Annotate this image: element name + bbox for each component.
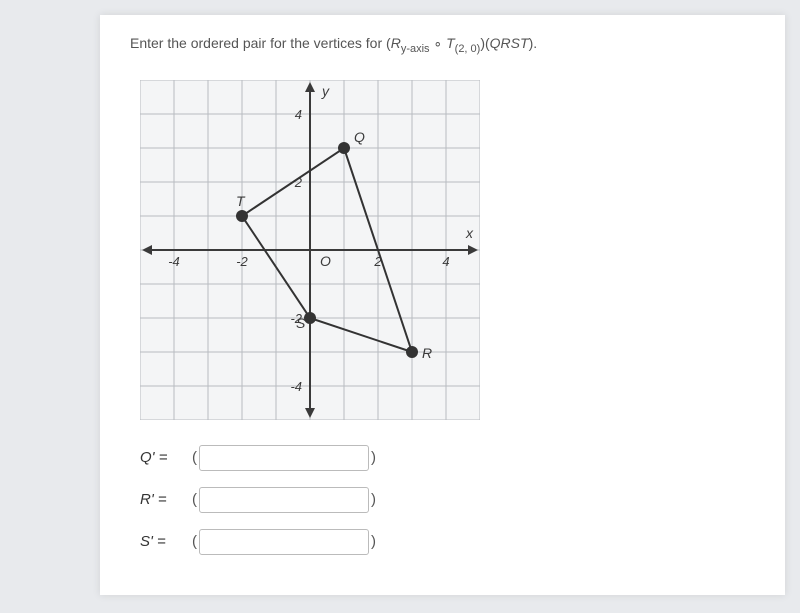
vertex-label-q: Q [354,129,365,145]
q-r: R [391,35,401,51]
x-tick-label: -4 [168,254,180,269]
vertex-label-r: R [422,345,432,361]
origin-label: O [320,253,331,269]
q-end: ). [529,35,538,51]
paren-close: ) [371,449,376,466]
q-qrst: QRST [490,35,529,51]
coordinate-graph: -4-224-4-224OxyQRST [140,80,480,420]
paren-open: ( [192,449,197,466]
x-tick-label: 4 [442,254,449,269]
q-r-sub: y-axis [401,43,430,55]
paren-close: ) [371,491,376,508]
y-tick-label: -4 [290,379,302,394]
worksheet-page: Enter the ordered pair for the vertices … [100,15,785,595]
answer-label: S' = [140,533,190,550]
answer-row: S' = () [140,529,755,555]
paren-close: ) [371,533,376,550]
graph-container: -4-224-4-224OxyQRST [140,80,755,425]
question-text: Enter the ordered pair for the vertices … [130,35,755,55]
paren-open: ( [192,491,197,508]
q-sufparen: )( [480,35,489,51]
q-t-sub: (2, 0) [455,43,481,55]
answer-label: R' = [140,491,190,508]
answer-row: R' = () [140,487,755,513]
answer-label: Q' = [140,449,190,466]
vertex-t [236,210,248,222]
x-tick-label: -2 [236,254,248,269]
q-compose: ∘ [430,35,447,51]
vertex-label-s: S [296,315,306,331]
answer-input[interactable] [199,529,369,555]
answer-input[interactable] [199,445,369,471]
q-prefix: Enter the ordered pair for the vertices … [130,35,391,51]
answer-row: Q' = () [140,445,755,471]
y-tick-label: 4 [295,107,302,122]
vertex-s [304,312,316,324]
answers-section: Q' = ()R' = ()S' = () [140,445,755,555]
x-axis-label: x [465,225,474,241]
vertex-label-t: T [236,193,246,209]
answer-input[interactable] [199,487,369,513]
vertex-r [406,346,418,358]
paren-open: ( [192,533,197,550]
vertex-q [338,142,350,154]
q-t: T [446,35,455,51]
y-axis-label: y [321,83,330,99]
